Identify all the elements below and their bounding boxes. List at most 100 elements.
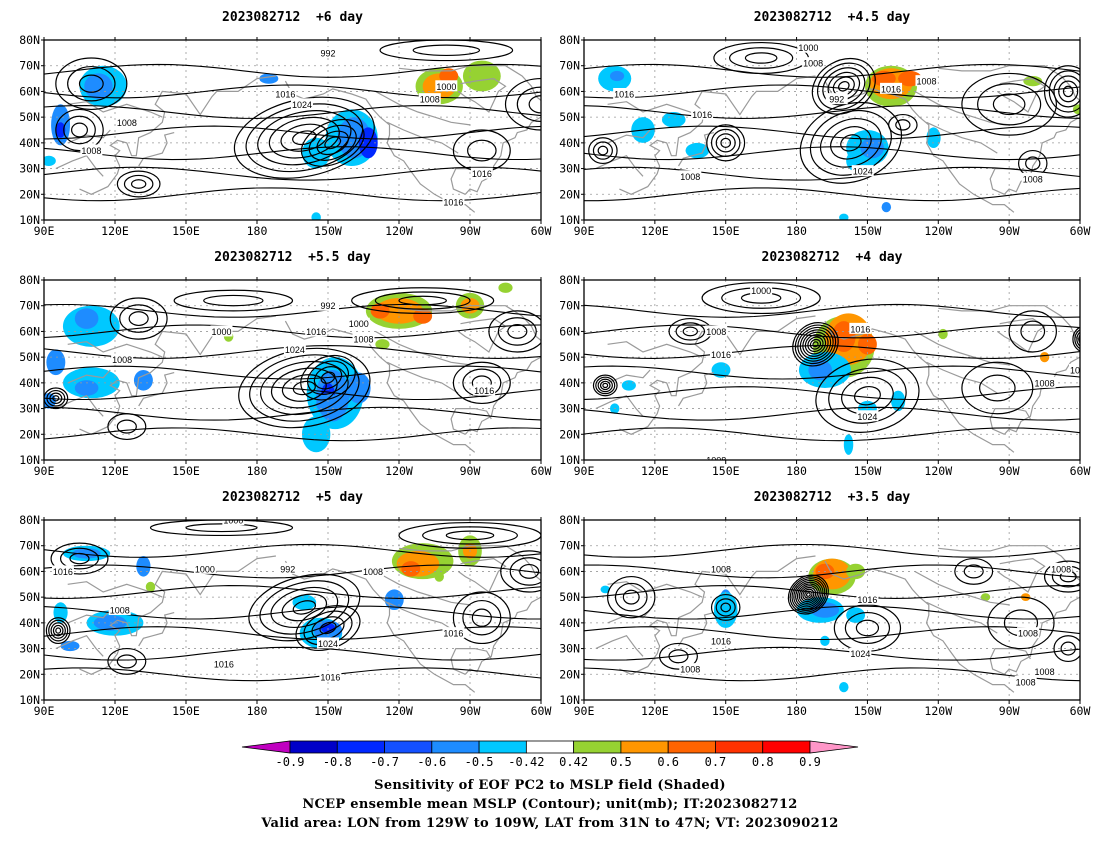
- axis-ticks: 90E 120E 150E 180 150W 120W 90W 60W 80N 70N 60N 50N…: [19, 273, 551, 478]
- axis-ticks: 90E 120E 150E 180 150W 120W 90W 60W 80N 70N 60N 50N…: [559, 273, 1090, 478]
- y-tick-label: 50N: [559, 110, 580, 124]
- contour-line: [588, 137, 618, 165]
- contour-line: [804, 590, 813, 599]
- contour-line: [107, 647, 147, 675]
- y-tick-label: 20N: [559, 667, 580, 681]
- contour-line: [69, 552, 90, 565]
- contour-label-bg: [222, 520, 245, 525]
- y-tick-label: 20N: [19, 667, 40, 681]
- contour-label: 1024: [292, 100, 312, 110]
- contour-label-bg: [705, 325, 728, 337]
- coastline: [67, 341, 163, 358]
- shaded-region: [301, 416, 331, 453]
- contour-line: [807, 336, 824, 353]
- contour-line: [268, 116, 340, 159]
- contour-line: [658, 642, 698, 670]
- contour-line: [720, 137, 732, 148]
- contour-label: 1016: [711, 350, 731, 360]
- x-tick-label: 180: [247, 704, 268, 718]
- contour-line: [584, 166, 1080, 181]
- colorbar-label: 0.7: [705, 755, 727, 769]
- contour-line: [300, 118, 365, 167]
- shaded-region: [609, 70, 625, 82]
- x-tick-label: 150W: [314, 224, 342, 238]
- contour-line: [44, 543, 541, 558]
- coastline: [464, 116, 541, 195]
- contour-line: [259, 360, 349, 416]
- contour-label-bg: [108, 604, 131, 615]
- contour-line: [116, 419, 137, 434]
- contour-line: [1074, 329, 1080, 350]
- coastline: [607, 341, 703, 358]
- colorbar-segment: [289, 740, 338, 754]
- contour-line: [817, 62, 871, 110]
- contour-labels: 1000 1016 1000 992 1008 1008 1024 1016 1016 1016: [51, 520, 465, 682]
- panel-frame: [43, 39, 542, 221]
- x-tick-label: 180: [786, 224, 807, 238]
- shaded-region: [259, 73, 279, 84]
- coastline: [138, 612, 175, 647]
- x-tick-label: 180: [247, 464, 268, 478]
- contour-line: [1078, 334, 1080, 344]
- contour-label-bg: [856, 410, 879, 422]
- panel-title: 2023082712 +5 day: [222, 490, 363, 505]
- contour-line: [44, 166, 541, 181]
- shaded-region: [621, 380, 636, 391]
- contour-line: [63, 115, 96, 145]
- contour-line: [668, 649, 689, 664]
- contour-label: 1000: [436, 82, 456, 92]
- panel-title: 2023082712 +4 day: [762, 250, 903, 265]
- contour-line: [116, 654, 137, 669]
- shaded-region: [439, 68, 459, 84]
- colorbar-label: 0.5: [610, 755, 632, 769]
- map-area: 1000 1016 1000 992 1008 1008 1024 1016 1016 1016: [44, 520, 541, 700]
- contour-label: 1008: [363, 567, 383, 577]
- contour-line: [452, 591, 511, 645]
- contour-line: [614, 582, 648, 612]
- y-tick-label: 40N: [19, 376, 40, 390]
- y-tick-label: 40N: [19, 616, 40, 630]
- contour-line: [44, 667, 541, 682]
- contour-line: [710, 593, 741, 621]
- contour-label-bg: [856, 593, 879, 605]
- contour-line: [682, 326, 698, 337]
- map-area: 1000 1008 1008 1016 992 1016 1016 1008 1024 1008: [584, 40, 1080, 220]
- contour-line: [584, 626, 1080, 641]
- contour-label-bg: [709, 348, 732, 360]
- contour-line: [351, 287, 495, 315]
- shaded-region: [413, 308, 433, 324]
- contour-label: 1024: [853, 167, 873, 177]
- contour-line: [1081, 335, 1089, 344]
- colorbar-label: -0.42: [508, 755, 544, 769]
- contour-label-bg: [880, 82, 903, 94]
- coastline: [1003, 596, 1080, 675]
- coastline: [619, 75, 816, 195]
- contour-line: [52, 395, 60, 402]
- contour-line: [800, 586, 817, 603]
- shaded-region: [839, 213, 849, 220]
- contour-line: [720, 602, 732, 613]
- contour-line: [607, 575, 656, 619]
- contour-line: [830, 126, 872, 160]
- contour-line: [992, 93, 1026, 116]
- contour-label: 1008: [803, 59, 823, 69]
- contour-line: [300, 354, 356, 401]
- shaded-region: [808, 359, 832, 381]
- x-tick-label: 150E: [172, 224, 200, 238]
- contour-line: [50, 542, 109, 575]
- x-tick-label: 150W: [854, 224, 882, 238]
- contour-label-bg: [1014, 676, 1037, 687]
- contour-line: [584, 667, 1080, 682]
- contour-line: [584, 646, 1080, 661]
- contour-label: 1016: [306, 327, 326, 337]
- contour-line: [44, 187, 541, 202]
- contour-label: 1008: [353, 335, 373, 345]
- contour-label-bg: [319, 670, 342, 682]
- coastline: [457, 317, 507, 353]
- x-tick-label: 120W: [924, 704, 952, 718]
- contour-line: [500, 550, 541, 593]
- mslp-contours: [584, 543, 1080, 682]
- colorbar-label: 0.42: [559, 755, 588, 769]
- contour-label-bg: [352, 333, 375, 345]
